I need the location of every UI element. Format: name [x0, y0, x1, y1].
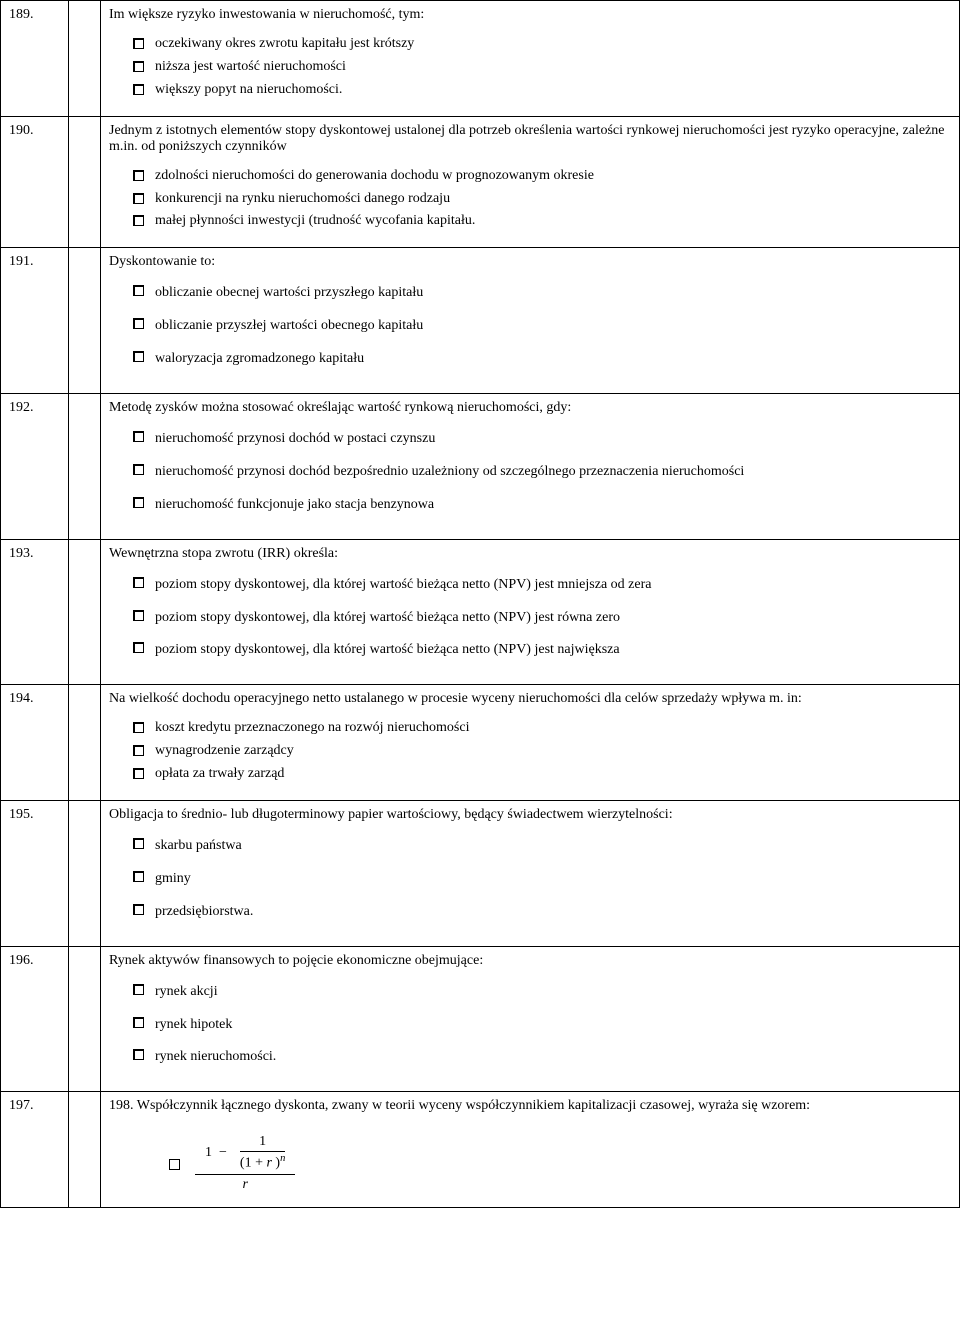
question-number: 197.	[1, 1092, 69, 1208]
question-content: Rynek aktywów finansowych to pojęcie eko…	[101, 946, 960, 1092]
option-item: poziom stopy dyskontowej, dla której war…	[133, 637, 951, 670]
option-item: oczekiwany okres zwrotu kapitału jest kr…	[133, 33, 951, 56]
separator-cell	[69, 685, 101, 801]
question-text: Im większe ryzyko inwestowania w nieruch…	[109, 7, 951, 23]
question-number: 191.	[1, 248, 69, 394]
question-number: 189.	[1, 1, 69, 117]
option-item: większy popyt na nieruchomości.	[133, 79, 951, 102]
separator-cell	[69, 1092, 101, 1208]
question-text: Na wielkość dochodu operacyjnego netto u…	[109, 691, 951, 707]
question-text: 198. Współczynnik łącznego dyskonta, zwa…	[109, 1098, 951, 1114]
option-item: koszt kredytu przeznaczonego na rozwój n…	[133, 717, 951, 740]
question-content: Dyskontowanie to: obliczanie obecnej wart…	[101, 248, 960, 394]
question-text: Metodę zysków można stosować określając …	[109, 400, 951, 416]
options-list: koszt kredytu przeznaczonego na rozwój n…	[109, 717, 951, 786]
option-item: nieruchomość przynosi dochód w postaci c…	[133, 426, 951, 459]
option-item: obliczanie obecnej wartości przyszłego k…	[133, 280, 951, 313]
option-item: skarbu państwa	[133, 833, 951, 866]
options-list: rynek akcjirynek hipotekrynek nieruchomo…	[109, 979, 951, 1078]
options-list: nieruchomość przynosi dochód w postaci c…	[109, 426, 951, 525]
separator-cell	[69, 248, 101, 394]
option-item: niższa jest wartość nieruchomości	[133, 56, 951, 79]
option-item: rynek nieruchomości.	[133, 1044, 951, 1077]
option-item: zdolności nieruchomości do generowania d…	[133, 165, 951, 188]
options-list: oczekiwany okres zwrotu kapitału jest kr…	[109, 33, 951, 102]
separator-cell	[69, 394, 101, 540]
question-content: Obligacja to średnio- lub długoterminowy…	[101, 801, 960, 947]
fraction-outer: 1 − 1(1 + r )nr	[195, 1134, 295, 1193]
question-number: 195.	[1, 801, 69, 947]
option-item: poziom stopy dyskontowej, dla której war…	[133, 572, 951, 605]
question-text: Obligacja to średnio- lub długoterminowy…	[109, 807, 951, 823]
question-content: Metodę zysków można stosować określając …	[101, 394, 960, 540]
question-number: 192.	[1, 394, 69, 540]
question-content: Na wielkość dochodu operacyjnego netto u…	[101, 685, 960, 801]
options-list: poziom stopy dyskontowej, dla której war…	[109, 572, 951, 671]
options-list: zdolności nieruchomości do generowania d…	[109, 165, 951, 234]
fraction-inner: 1(1 + r )n	[240, 1134, 285, 1172]
option-item: rynek hipotek	[133, 1012, 951, 1045]
option-item: nieruchomość funkcjonuje jako stacja ben…	[133, 492, 951, 525]
question-number: 196.	[1, 946, 69, 1092]
option-item: gminy	[133, 866, 951, 899]
question-number: 190.	[1, 116, 69, 248]
option-item: opłata za trwały zarząd	[133, 763, 951, 786]
formula-block: 1 − 1(1 + r )nr	[109, 1124, 951, 1193]
options-list: skarbu państwagminyprzedsiębiorstwa.	[109, 833, 951, 932]
option-item: konkurencji na rynku nieruchomości daneg…	[133, 188, 951, 211]
question-text: Dyskontowanie to:	[109, 254, 951, 270]
option-item: małej płynności inwestycji (trudność wyc…	[133, 210, 951, 233]
question-table: 189. Im większe ryzyko inwestowania w nie…	[0, 0, 960, 1208]
checkbox-icon	[169, 1159, 180, 1170]
separator-cell	[69, 116, 101, 248]
question-content: 198. Współczynnik łącznego dyskonta, zwa…	[101, 1092, 960, 1208]
options-list: obliczanie obecnej wartości przyszłego k…	[109, 280, 951, 379]
option-item: obliczanie przyszłej wartości obecnego k…	[133, 313, 951, 346]
separator-cell	[69, 1, 101, 117]
option-item: rynek akcji	[133, 979, 951, 1012]
option-item: waloryzacja zgromadzonego kapitału	[133, 346, 951, 379]
question-content: Jednym z istotnych elementów stopy dysko…	[101, 116, 960, 248]
option-item: przedsiębiorstwa.	[133, 899, 951, 932]
question-content: Im większe ryzyko inwestowania w nieruch…	[101, 1, 960, 117]
question-text: Jednym z istotnych elementów stopy dysko…	[109, 123, 951, 155]
separator-cell	[69, 946, 101, 1092]
question-number: 193.	[1, 539, 69, 685]
separator-cell	[69, 801, 101, 947]
question-text: Wewnętrzna stopa zwrotu (IRR) określa:	[109, 546, 951, 562]
option-item: wynagrodzenie zarządcy	[133, 740, 951, 763]
option-item: nieruchomość przynosi dochód bezpośredni…	[133, 459, 951, 492]
question-content: Wewnętrzna stopa zwrotu (IRR) określa: po…	[101, 539, 960, 685]
question-number: 194.	[1, 685, 69, 801]
separator-cell	[69, 539, 101, 685]
option-item: poziom stopy dyskontowej, dla której war…	[133, 605, 951, 638]
question-text: Rynek aktywów finansowych to pojęcie eko…	[109, 953, 951, 969]
